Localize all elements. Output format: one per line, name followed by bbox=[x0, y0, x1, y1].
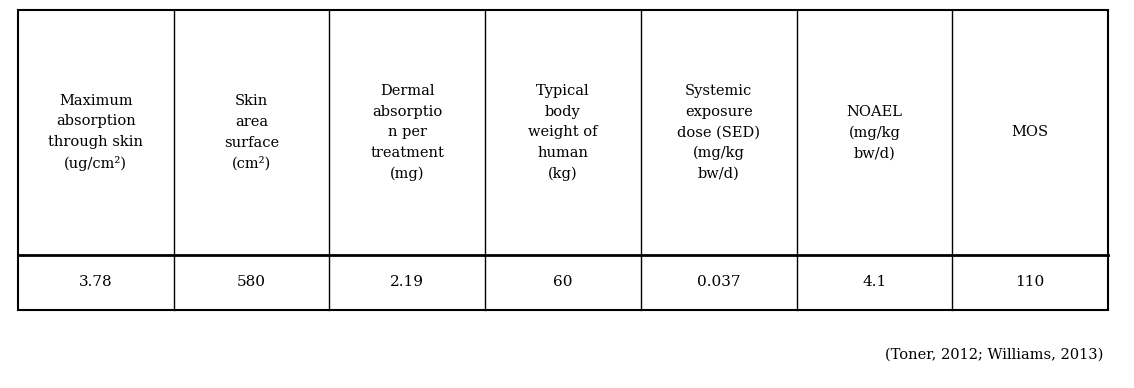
Text: 60: 60 bbox=[553, 275, 573, 289]
Text: Systemic
exposure
dose (SED)
(mg/kg
bw/d): Systemic exposure dose (SED) (mg/kg bw/d… bbox=[677, 84, 760, 181]
Text: 2.19: 2.19 bbox=[390, 275, 424, 289]
Text: Maximum
absorption
through skin
(ug/cm²): Maximum absorption through skin (ug/cm²) bbox=[49, 94, 143, 171]
Text: Skin
area
surface
(cm²): Skin area surface (cm²) bbox=[225, 94, 279, 171]
Text: Dermal
absorptio
n per
treatment
(mg): Dermal absorptio n per treatment (mg) bbox=[371, 84, 445, 181]
Text: MOS: MOS bbox=[1012, 125, 1049, 140]
Text: 0.037: 0.037 bbox=[697, 275, 741, 289]
Text: 4.1: 4.1 bbox=[862, 275, 887, 289]
Text: NOAEL
(mg/kg
bw/d): NOAEL (mg/kg bw/d) bbox=[846, 105, 903, 160]
Bar bbox=[18, 10, 1108, 310]
Text: 3.78: 3.78 bbox=[79, 275, 112, 289]
Text: (Toner, 2012; Williams, 2013): (Toner, 2012; Williams, 2013) bbox=[885, 348, 1103, 362]
Text: 580: 580 bbox=[237, 275, 266, 289]
Text: Typical
body
weight of
human
(kg): Typical body weight of human (kg) bbox=[528, 84, 598, 181]
Text: 110: 110 bbox=[1016, 275, 1044, 289]
